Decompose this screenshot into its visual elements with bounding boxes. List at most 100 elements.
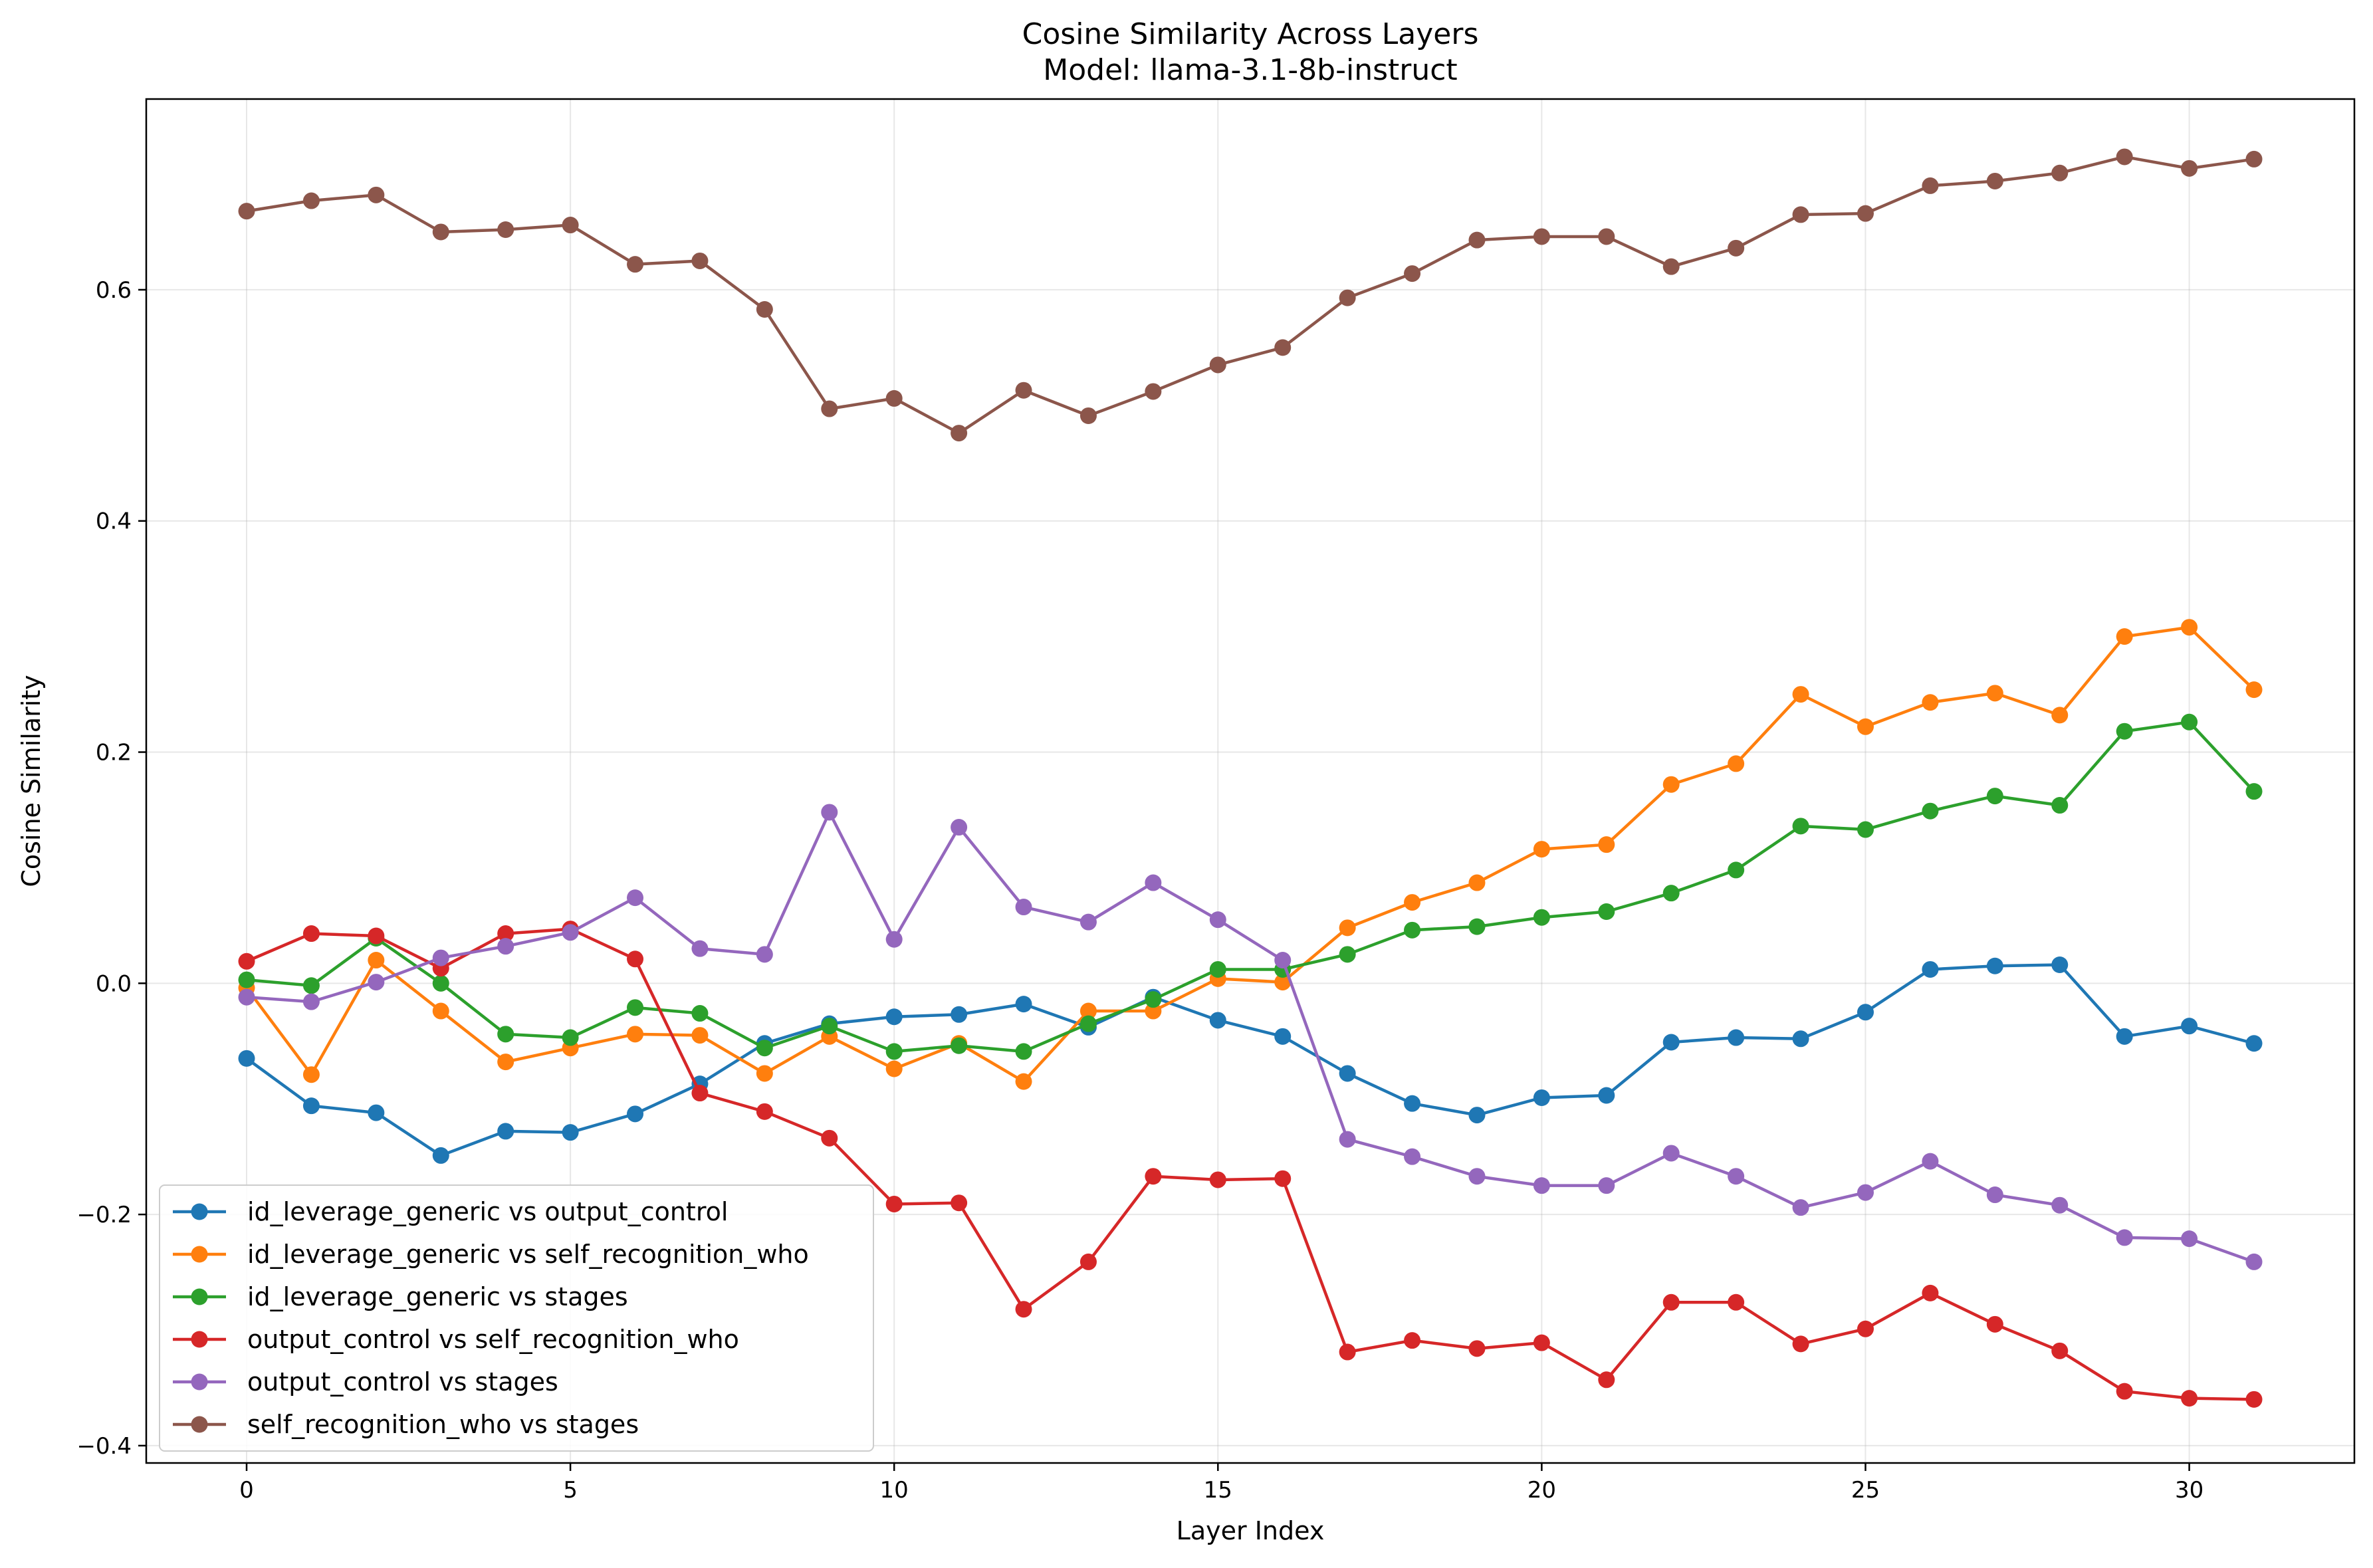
data-point [497,925,514,943]
series-id-leverage-generic-vs-self-recognition-who [238,619,2263,1090]
data-point [1404,265,1421,282]
data-point [1015,382,1032,399]
data-point [1404,1148,1421,1165]
series-self-recognition-who-vs-stages [238,148,2263,442]
data-point [1209,1012,1226,1029]
data-point [2051,1342,2069,1359]
data-point [497,1123,514,1140]
data-point [1468,231,1486,249]
y-tick-label: −0.4 [76,1433,132,1460]
data-point [1145,991,1162,1008]
data-point [627,999,644,1016]
data-point [1274,339,1292,356]
data-point [885,390,903,407]
data-point [1598,1087,1615,1104]
data-point [1662,1034,1680,1051]
data-point [497,938,514,955]
data-point [2181,160,2198,177]
data-point [2181,713,2198,730]
y-tick-label: −0.2 [76,1202,132,1228]
data-point [238,203,255,220]
data-point [1533,1334,1550,1351]
legend-label: output_control vs self_recognition_who [247,1325,739,1354]
data-point [1468,1340,1486,1357]
data-point [627,1026,644,1043]
data-point [2245,1035,2263,1052]
y-tick-label: 0.6 [96,277,132,304]
data-point [2245,1391,2263,1408]
data-point [1662,885,1680,902]
legend-label: id_leverage_generic vs output_control [247,1197,728,1226]
legend-label: id_leverage_generic vs stages [247,1282,628,1311]
data-point [691,252,709,269]
data-point [238,952,255,970]
data-point [1792,1199,1809,1216]
series-group [238,148,2263,1408]
data-point [2116,148,2133,166]
data-point [1015,996,1032,1013]
data-point [2051,164,2069,181]
data-point [2245,783,2263,800]
data-point [1468,1107,1486,1124]
data-point [1533,228,1550,245]
series-line [246,810,2255,1264]
legend-swatch-marker [191,1373,208,1391]
series-id-leverage-generic-vs-stages [238,713,2263,1060]
data-point [1728,861,1745,879]
data-point [1598,1371,1615,1389]
series-line [246,927,2255,1401]
y-tick-label: 0.2 [96,740,132,766]
y-tick-label: 0.0 [96,970,132,997]
data-point [302,192,320,209]
data-point [1339,946,1356,963]
data-point [1145,1168,1162,1185]
data-point [821,804,838,821]
axis-ticks: 0 5 10 15 20 25 30 −0.4 −0.2 0.0 0.2 0.4 0.6 [76,277,2204,1504]
data-point [627,1105,644,1123]
data-point [1728,1293,1745,1311]
data-point [1857,821,1874,838]
data-point [1533,841,1550,858]
legend-item: self_recognition_who vs stages [173,1410,639,1439]
data-point [2181,1018,2198,1035]
data-point [238,988,255,1006]
legend-item: output_control vs stages [173,1367,558,1397]
data-point [1533,1177,1550,1194]
data-point [2051,707,2069,724]
data-point [1274,1028,1292,1045]
data-point [2051,956,2069,973]
data-point [2116,1229,2133,1246]
data-point [1209,960,1226,978]
data-point [1662,258,1680,275]
x-tick-label: 5 [563,1477,578,1504]
legend-swatch-marker [191,1203,208,1220]
data-point [885,1043,903,1060]
data-point [1274,974,1292,991]
data-point [1079,1002,1097,1020]
data-point [627,889,644,907]
series-line [245,963,2255,1157]
data-point [1922,1153,1939,1170]
data-point [368,927,385,945]
x-tick-label: 0 [239,1477,254,1504]
data-point [885,931,903,948]
legend: id_leverage_generic vs output_control id_… [159,1184,874,1452]
data-point [1274,1170,1292,1187]
data-point [1792,1030,1809,1048]
data-point [1986,172,2003,189]
legend-swatch-marker [191,1416,208,1433]
data-point [562,1029,579,1046]
data-point [756,1103,773,1120]
data-point [368,974,385,991]
data-point [368,952,385,969]
y-axis-label: Cosine Similarity [17,675,46,887]
x-axis-label: Layer Index [1177,1516,1325,1545]
data-point [1015,1073,1032,1090]
data-point [821,1018,838,1035]
data-point [691,1005,709,1022]
data-point [2245,150,2263,168]
legend-swatch-marker [191,1331,208,1348]
data-point [1339,1131,1356,1148]
data-point [497,221,514,239]
data-point [1792,1335,1809,1353]
